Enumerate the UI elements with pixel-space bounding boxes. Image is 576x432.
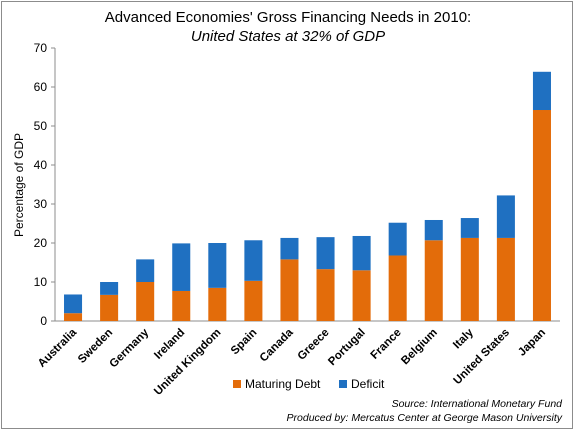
bar-deficit-united-states [496, 195, 515, 238]
bar-deficit-spain [244, 240, 263, 281]
bar-deficit-canada [280, 237, 299, 260]
bar-maturing-debt-sweden [100, 294, 119, 321]
y-axis-ticks: 0 10 20 30 40 50 60 70 [34, 41, 55, 328]
y-tick-label: 30 [34, 197, 48, 211]
bar-deficit-france [388, 222, 407, 256]
source-line: Source: International Monetary Fund [392, 398, 564, 410]
y-tick-label: 60 [34, 80, 48, 94]
legend: Maturing Debt Deficit [233, 377, 385, 391]
bar-maturing-debt-germany [136, 282, 155, 321]
category-label-france: France [369, 327, 404, 362]
bar-maturing-debt-portugal [352, 270, 371, 321]
y-tick-label: 40 [34, 158, 48, 172]
legend-label-maturing-debt: Maturing Debt [245, 377, 321, 391]
bar-maturing-debt-japan [532, 110, 551, 321]
category-label-united-kingdom: United Kingdom [152, 327, 223, 398]
chart-title: Advanced Economies' Gross Financing Need… [105, 9, 471, 26]
y-tick-label: 20 [34, 236, 48, 250]
y-axis-label: Percentage of GDP [12, 133, 26, 237]
y-tick-label: 10 [34, 275, 48, 289]
category-label-canada: Canada [258, 326, 296, 364]
bar-maturing-debt-belgium [424, 240, 443, 321]
bar-maturing-debt-greece [316, 269, 335, 321]
bar-deficit-italy [460, 218, 479, 238]
bar-deficit-japan [532, 71, 551, 111]
chart-subtitle: United States at 32% of GDP [191, 28, 385, 45]
category-label-ireland: Ireland [152, 327, 187, 362]
bar-deficit-greece [316, 237, 335, 270]
producer-line: Produced by: Mercatus Center at George M… [287, 412, 563, 424]
bars [64, 71, 551, 321]
bar-deficit-portugal [352, 235, 371, 271]
bar-deficit-united-kingdom [208, 243, 227, 288]
bar-deficit-germany [136, 259, 155, 282]
legend-label-deficit: Deficit [351, 377, 385, 391]
bar-maturing-debt-italy [460, 237, 479, 321]
category-label-japan: Japan [516, 327, 548, 359]
y-tick-label: 70 [34, 41, 48, 55]
category-label-portugal: Portugal [326, 327, 367, 368]
bar-deficit-ireland [172, 243, 191, 291]
bar-maturing-debt-australia [64, 313, 83, 321]
bar-maturing-debt-united-kingdom [208, 287, 227, 321]
category-label-greece: Greece [296, 327, 332, 363]
category-label-italy: Italy [451, 326, 476, 351]
bar-maturing-debt-canada [280, 259, 299, 321]
bar-deficit-sweden [100, 282, 119, 295]
legend-swatch-deficit [339, 380, 347, 388]
bar-maturing-debt-ireland [172, 290, 191, 321]
bar-maturing-debt-united-states [496, 237, 515, 321]
category-label-australia: Australia [36, 326, 80, 370]
bar-maturing-debt-spain [244, 280, 263, 321]
axes [54, 48, 560, 322]
category-label-belgium: Belgium [399, 327, 440, 368]
category-label-spain: Spain [229, 327, 260, 358]
category-label-germany: Germany [108, 326, 152, 370]
y-tick-label: 0 [40, 314, 47, 328]
bar-maturing-debt-france [388, 255, 407, 321]
y-tick-label: 50 [34, 119, 48, 133]
bar-deficit-australia [64, 294, 83, 314]
bar-deficit-belgium [424, 219, 443, 241]
legend-swatch-maturing-debt [233, 380, 241, 388]
